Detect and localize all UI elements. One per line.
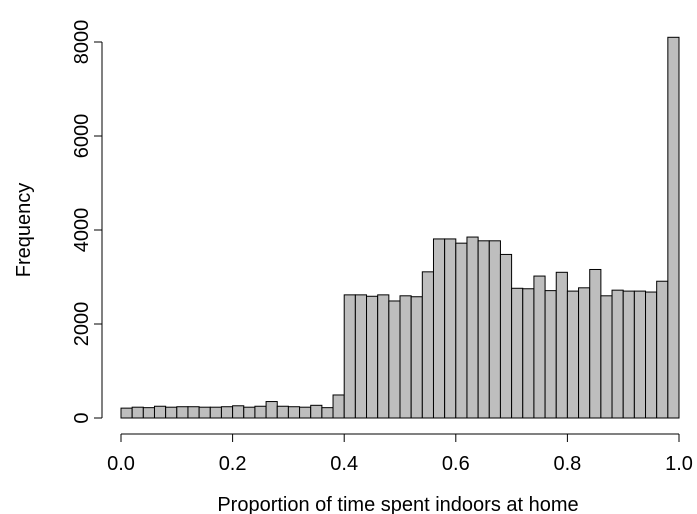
bar <box>131 406 144 419</box>
y-tick-label: 6000 <box>71 114 93 159</box>
y-axis-title: Frequency <box>13 183 35 278</box>
bar <box>321 407 334 419</box>
x-tick-label: 1.0 <box>665 453 693 475</box>
bar <box>656 280 669 419</box>
y-tick-label: 8000 <box>71 20 93 65</box>
bar <box>232 405 245 419</box>
bar <box>455 242 468 419</box>
bar <box>332 394 345 419</box>
bar <box>544 290 557 419</box>
bar <box>488 240 501 419</box>
x-tick-label: 0.4 <box>330 453 358 475</box>
bar <box>287 406 301 419</box>
y-tick-label: 2000 <box>71 302 93 347</box>
bar <box>187 406 200 419</box>
bar <box>299 406 312 419</box>
bar <box>276 405 289 419</box>
bar <box>165 406 178 419</box>
bar <box>555 271 568 419</box>
bar <box>377 294 390 419</box>
x-tick-label: 0.8 <box>553 453 581 475</box>
bar <box>499 253 513 419</box>
bar <box>589 268 602 419</box>
bar <box>120 407 133 419</box>
x-tick-label: 0.6 <box>442 453 470 475</box>
bar <box>209 406 222 419</box>
bar <box>343 294 356 419</box>
bar <box>578 287 591 419</box>
bar <box>611 289 624 419</box>
bar <box>522 288 535 419</box>
bar <box>421 271 434 419</box>
bar <box>466 236 479 419</box>
bar <box>633 290 647 419</box>
bar <box>142 407 155 419</box>
bar <box>198 406 211 419</box>
bar <box>254 405 267 419</box>
bar <box>432 238 446 419</box>
bar <box>410 296 423 419</box>
bar <box>622 290 635 419</box>
bar <box>366 295 379 419</box>
x-axis-title: Proportion of time spent indoors at home <box>217 494 578 514</box>
bar <box>533 275 546 419</box>
bar <box>511 287 524 419</box>
bar <box>566 290 580 419</box>
bar <box>667 36 680 419</box>
x-tick-label: 0.0 <box>107 453 135 475</box>
bar <box>600 295 613 419</box>
y-tick-label: 4000 <box>71 208 93 253</box>
bar <box>354 294 368 419</box>
bar <box>645 291 658 419</box>
y-tick-label: 0 <box>71 412 93 423</box>
bar <box>265 401 278 419</box>
bar <box>153 405 167 419</box>
bar <box>176 406 189 419</box>
bar <box>399 295 412 419</box>
bar <box>477 240 490 419</box>
bar <box>444 238 457 419</box>
bar <box>388 300 401 419</box>
bar <box>220 406 234 419</box>
x-tick-label: 0.2 <box>219 453 247 475</box>
bar <box>310 404 323 419</box>
bar <box>243 406 256 419</box>
